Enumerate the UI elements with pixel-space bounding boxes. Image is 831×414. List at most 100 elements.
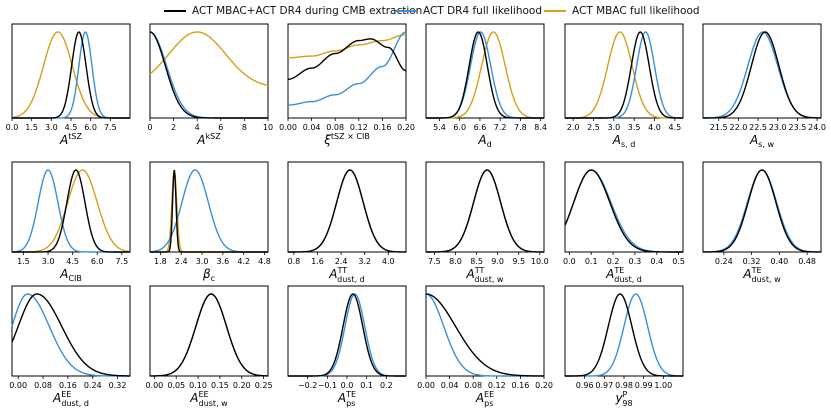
x-tick-label: 0.32	[109, 381, 127, 390]
x-tick-label: 6.0	[84, 123, 97, 132]
x-tick-label: 1.00	[654, 381, 672, 390]
x-tick-label: 24.0	[808, 123, 826, 132]
curve-act-dr4-full-likelihood	[426, 31, 544, 119]
x-axis-label: AEE ps	[475, 390, 494, 408]
panel-frame	[425, 285, 545, 377]
x-tick-label: 2.0	[567, 123, 580, 132]
x-tick-label: 3.5	[628, 123, 641, 132]
panel-frame	[287, 23, 407, 119]
x-tick-label: 8	[242, 123, 247, 132]
x-tick-label: 9.0	[491, 257, 504, 266]
x-tick-label: 0.24	[84, 381, 102, 390]
panel-5: 21.5 22.0 22.5 23.0 23.5 24.0 As, w	[702, 23, 826, 149]
legend-item-mbac: ACT MBAC full likelihood	[544, 4, 700, 18]
x-tick-label: 4.8	[258, 257, 271, 266]
x-tick-label: 0	[147, 123, 152, 132]
curve-act-mbac-act-dr4-during-cmb-extraction	[564, 169, 683, 253]
x-axis-label: ATE ps	[337, 390, 356, 408]
panel-frame	[287, 285, 407, 377]
x-tick-label: 6	[218, 123, 223, 132]
x-tick-label: 4.0	[382, 257, 395, 266]
curve-act-mbac-act-dr4-during-cmb-extraction	[565, 31, 683, 119]
x-tick-label: 0.08	[34, 381, 52, 390]
x-tick-label: 0.99	[635, 381, 653, 390]
legend-line-mbac	[544, 10, 566, 12]
x-axis-label: ATE dust, d	[605, 266, 642, 284]
x-tick-label: 22.5	[749, 123, 767, 132]
x-tick-label: 1.8	[154, 257, 167, 266]
curve-act-mbac-act-dr4-during-cmb-extraction	[149, 31, 268, 119]
panel-frame	[564, 161, 684, 253]
x-tick-label: 7.5	[115, 257, 128, 266]
panel-frame	[564, 23, 684, 119]
x-tick-label: 23.5	[788, 123, 806, 132]
x-tick-label: 7.5	[428, 257, 441, 266]
panel-14: −0.2 −0.1 0.0 0.1 0.2 ATE ps	[287, 285, 407, 408]
x-tick-label: 2.5	[587, 123, 600, 132]
legend-item-dr4: ACT DR4 full likelihood	[395, 4, 542, 18]
x-tick-label: 6.0	[91, 257, 104, 266]
curve-act-mbac-act-dr4-during-cmb-extraction	[703, 31, 822, 119]
x-tick-label: 0.0	[563, 257, 576, 266]
x-tick-label: 10.0	[531, 257, 549, 266]
x-tick-label: 0.05	[167, 381, 185, 390]
x-axis-label: AtSZ	[59, 132, 82, 147]
x-tick-label: 0.97	[595, 381, 613, 390]
panel-10: 0.0 0.1 0.2 0.3 0.4 0.5 ATE dust, d	[563, 161, 685, 284]
x-tick-label: 3.0	[607, 123, 620, 132]
x-tick-label: 0.96	[576, 381, 594, 390]
x-tick-label: 10	[263, 123, 273, 132]
x-tick-label: 6.0	[453, 123, 466, 132]
x-axis-label: ACIB	[59, 267, 82, 283]
panel-frame	[11, 285, 131, 377]
panel-frame	[425, 161, 545, 253]
panel-7: 1.8 2.4 3.0 3.6 4.2 4.8 βc	[149, 161, 271, 283]
curve-act-dr4-full-likelihood	[426, 169, 544, 253]
x-axis-label: βc	[202, 267, 215, 283]
x-tick-label: 7.2	[494, 123, 507, 132]
x-tick-label: 0.25	[255, 381, 273, 390]
panel-15: 0.00 0.04 0.08 0.12 0.16 0.20 AEE ps	[417, 285, 553, 408]
panel-frame	[149, 285, 269, 377]
x-tick-label: 4.2	[237, 257, 250, 266]
x-axis-label: ξtSZ × CIB	[323, 132, 370, 147]
x-tick-label: 0.08	[464, 381, 482, 390]
x-tick-label: 0.04	[303, 123, 321, 132]
curve-act-dr4-full-likelihood	[702, 169, 822, 253]
curve-act-mbac-full-likelihood	[150, 169, 268, 253]
curve-act-dr4-full-likelihood	[149, 169, 268, 253]
panel-11: 0.24 0.32 0.40 0.48 ATE dust, w	[702, 161, 822, 284]
curve-act-mbac-act-dr4-during-cmb-extraction	[288, 169, 406, 253]
x-tick-label: 0.16	[511, 381, 529, 390]
x-tick-label: −0.1	[318, 381, 337, 390]
panel-frame	[425, 23, 545, 119]
x-tick-label: 0.32	[743, 257, 761, 266]
curve-act-mbac-act-dr4-during-cmb-extraction	[425, 293, 544, 377]
x-tick-label: 21.5	[710, 123, 728, 132]
curve-act-mbac-full-likelihood	[565, 31, 683, 119]
curve-act-mbac-act-dr4-during-cmb-extraction	[150, 169, 268, 253]
x-tick-label: 2.4	[335, 257, 348, 266]
curve-act-mbac-act-dr4-during-cmb-extraction	[11, 293, 131, 377]
x-tick-label: 0.20	[397, 123, 415, 132]
curve-act-dr4-full-likelihood	[425, 293, 544, 377]
x-tick-label: 0.00	[145, 381, 163, 390]
x-tick-label: 0.20	[535, 381, 553, 390]
x-axis-label: AkSZ	[196, 132, 221, 147]
x-tick-label: 0.16	[373, 123, 391, 132]
x-tick-label: 8.0	[449, 257, 462, 266]
x-tick-label: 0.20	[233, 381, 251, 390]
x-tick-label: 0.00	[279, 123, 297, 132]
x-tick-label: 0.1	[585, 257, 598, 266]
panel-8: 0.8 1.6 2.4 3.2 4.0 ATT dust, d	[287, 161, 407, 284]
x-tick-label: 8.4	[534, 123, 547, 132]
x-tick-label: 0.48	[798, 257, 816, 266]
legend-label-mbac: ACT MBAC full likelihood	[572, 5, 700, 17]
x-tick-label: 3.0	[42, 257, 55, 266]
panel-2: 0.00 0.04 0.08 0.12 0.16 0.20 ξtSZ × CIB	[279, 23, 415, 147]
x-tick-label: 0.0	[341, 381, 354, 390]
x-tick-label: 23.0	[769, 123, 787, 132]
x-tick-label: 3.6	[217, 257, 230, 266]
x-tick-label: 1.6	[311, 257, 324, 266]
